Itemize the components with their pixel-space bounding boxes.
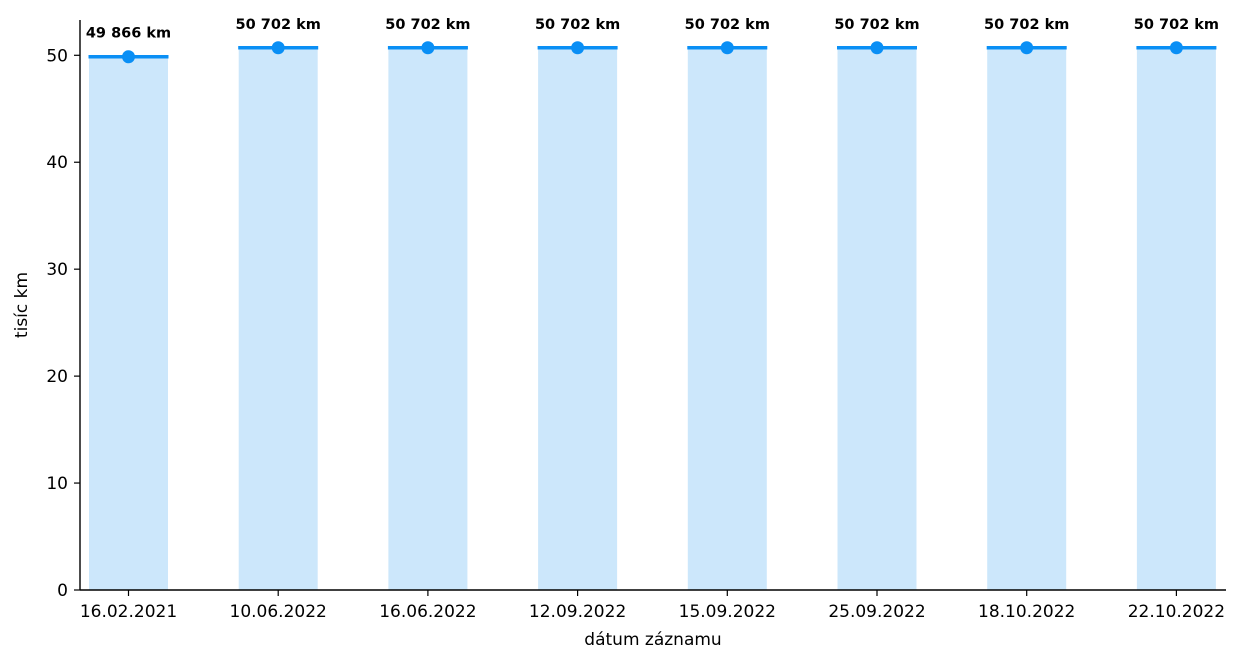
x-tick-label: 25.09.2022 [828, 602, 925, 622]
data-label: 50 702 km [535, 17, 620, 33]
data-point [421, 41, 435, 55]
bar [388, 47, 468, 590]
data-label: 50 702 km [385, 17, 470, 33]
x-tick-label: 22.10.2022 [1128, 602, 1225, 622]
bars-layer [89, 47, 1216, 591]
axes-layer [79, 20, 1226, 591]
x-tick-label: 18.10.2022 [978, 602, 1075, 622]
y-tick-label: 40 [46, 153, 68, 173]
data-point [122, 50, 135, 64]
data-label: 50 702 km [1134, 17, 1219, 33]
data-point [1020, 41, 1034, 55]
markers-layer [88, 41, 1217, 64]
data-label: 49 866 km [86, 26, 171, 42]
bar [687, 47, 767, 590]
x-tick-label: 10.06.2022 [230, 602, 327, 622]
data-point [720, 41, 734, 55]
x-tick-label: 16.06.2022 [379, 602, 476, 622]
y-tick-label: 10 [46, 474, 68, 494]
bar [1136, 47, 1216, 590]
x-tick-label: 16.02.2021 [80, 602, 177, 622]
data-point [271, 41, 285, 55]
data-label: 50 702 km [236, 17, 321, 33]
y-ticks-layer: 0 10 20 30 40 50 [46, 46, 80, 601]
data-label: 50 702 km [984, 17, 1069, 33]
x-axis-title: dátum záznamu [584, 630, 721, 650]
data-labels-layer: 49 866 km 50 702 km 50 702 km 50 702 km 50 7… [86, 17, 1219, 42]
bar [238, 47, 318, 590]
y-tick-label: 0 [57, 581, 68, 601]
bar [987, 47, 1067, 590]
bar [89, 56, 168, 591]
data-label: 50 702 km [685, 17, 770, 33]
data-point [870, 41, 884, 55]
x-tick-label: 15.09.2022 [679, 602, 776, 622]
x-ticks-layer: 16.02.2021 10.06.2022 16.06.2022 12.09.2022… [80, 590, 1225, 622]
y-tick-label: 30 [46, 260, 68, 280]
data-point [1169, 41, 1183, 55]
y-axis-title: tisíc km [12, 272, 32, 338]
y-tick-label: 20 [46, 367, 68, 387]
data-label: 50 702 km [834, 17, 919, 33]
bar [538, 47, 618, 590]
data-point [571, 41, 585, 55]
y-tick-label: 50 [46, 46, 68, 66]
bar [837, 47, 917, 590]
x-tick-label: 12.09.2022 [529, 602, 626, 622]
